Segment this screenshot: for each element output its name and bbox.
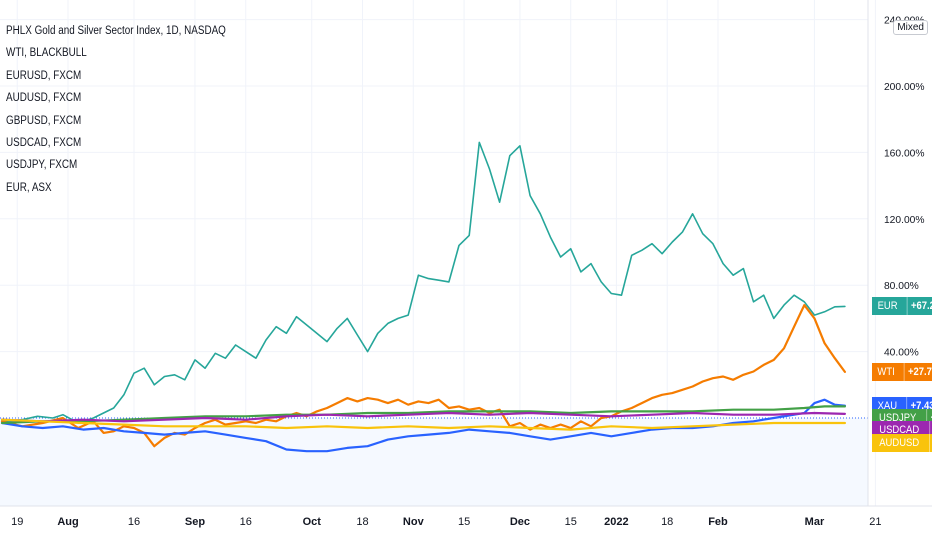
legend-item-usdjpy[interactable]: USDJPY, FXCM — [6, 159, 78, 172]
scale-mode-button[interactable]: Mixed — [893, 20, 928, 35]
badge-symbol: XAU — [877, 399, 898, 412]
y-tick-label: 80.00% — [884, 281, 919, 292]
y-tick-label: 120.00% — [884, 215, 925, 226]
last-value-badge-eur: EUR +67.24% — [872, 297, 932, 316]
badge-value: -2.97% — [929, 433, 932, 452]
series-line-xau — [0, 398, 846, 453]
x-tick-label: 21 — [869, 516, 881, 528]
x-tick-label: Mar — [805, 516, 825, 528]
x-tick-label: Aug — [57, 516, 78, 528]
x-tick-label: 19 — [11, 516, 23, 528]
badge-value: +2.48% — [929, 421, 932, 440]
x-tick-label: 16 — [128, 516, 140, 528]
legend-item-usdcad[interactable]: USDCAD, FXCM — [6, 136, 82, 149]
legend-item-wti[interactable]: WTI, BLACKBULL — [6, 47, 87, 60]
y-tick-label: 160.00% — [884, 148, 925, 159]
last-value-badge-wti: WTI +27.76% — [872, 362, 932, 381]
x-tick-label: 15 — [458, 516, 470, 528]
x-tick-label: Oct — [303, 516, 322, 528]
badge-symbol: USDCAD — [879, 424, 920, 437]
badge-symbol: WTI — [877, 365, 895, 378]
badge-value: +7.43% — [905, 396, 932, 415]
legend-item-gbpusd[interactable]: GBPUSD, FXCM — [6, 114, 82, 127]
y-tick-label: 40.00% — [884, 348, 919, 359]
last-value-badge-audusd: AUDUSD -2.97% — [872, 433, 932, 452]
x-tick-label: 2022 — [604, 516, 628, 528]
x-tick-label: Nov — [403, 516, 425, 528]
x-tick-label: 18 — [356, 516, 368, 528]
x-tick-label: Sep — [185, 516, 205, 528]
series-line-audusd — [0, 418, 846, 431]
series-line-eur — [1, 141, 846, 424]
x-tick-label: 15 — [565, 516, 577, 528]
badge-value: +67.24% — [906, 297, 932, 316]
legend-item-eurusd[interactable]: EURUSD, FXCM — [6, 69, 82, 82]
main-symbol-title[interactable]: PHLX Gold and Silver Sector Index, 1D, N… — [6, 25, 226, 37]
x-tick-label: 18 — [661, 516, 673, 528]
badge-value: +27.76% — [903, 362, 932, 381]
symbol-legend: PHLX Gold and Silver Sector Index, 1D, N… — [6, 20, 262, 199]
badge-value: +6.95% — [926, 409, 932, 427]
series-line-usdcad — [0, 411, 846, 423]
legend-item-audusd[interactable]: AUDUSD, FXCM — [6, 92, 82, 105]
x-tick-label: 16 — [240, 516, 252, 528]
y-tick-label: 200.00% — [884, 82, 925, 93]
x-tick-label: Dec — [510, 516, 530, 528]
x-tick-label: Feb — [708, 516, 728, 528]
series-line-usdjpy — [0, 405, 846, 425]
badge-symbol: USDJPY — [879, 412, 917, 424]
badge-symbol: AUDUSD — [879, 436, 920, 449]
badge-symbol: EUR — [877, 300, 898, 313]
legend-item-eur[interactable]: EUR, ASX — [6, 181, 52, 194]
